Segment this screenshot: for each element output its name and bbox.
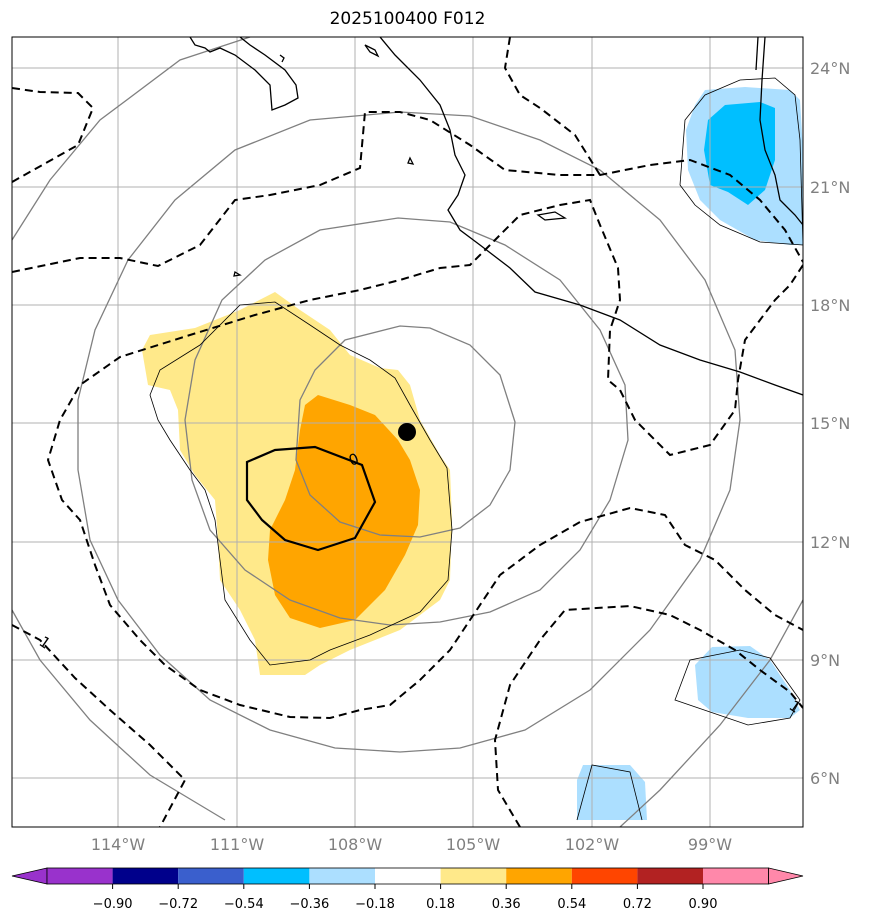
- colorbar-segment: [243, 868, 310, 884]
- graticule: [12, 37, 803, 827]
- lon-label: 108°W: [328, 835, 383, 854]
- colorbar-tick-label: −0.18: [355, 897, 395, 912]
- lon-label: 105°W: [446, 835, 501, 854]
- lat-label: 9°N: [810, 651, 840, 670]
- lon-label: 111°W: [210, 835, 265, 854]
- colorbar-frame: [46, 867, 769, 885]
- lat-label: 21°N: [810, 178, 850, 197]
- colorbar-segment: [506, 868, 572, 884]
- contour-label-west: 1: [36, 633, 54, 653]
- colorbar-segment: [178, 868, 244, 884]
- colorbar-extend-right: [768, 867, 804, 885]
- lat-label: 24°N: [810, 59, 850, 78]
- lon-label: 102°W: [565, 835, 620, 854]
- colorbar-segment: [47, 868, 113, 884]
- colorbar-tick-label: 0.54: [557, 897, 586, 912]
- colorbar-segment: [637, 868, 703, 884]
- map-title: 2025100400 F012: [329, 9, 486, 29]
- lat-label: 15°N: [810, 414, 850, 433]
- colorbar-tick-label: 0.90: [689, 897, 718, 912]
- lat-label: 18°N: [810, 296, 850, 315]
- colorbar-segment: [440, 868, 507, 884]
- positive-anomaly-orange: [268, 395, 420, 628]
- colorbar-extend-left: [11, 867, 48, 885]
- longitude-labels: 114°W 111°W 108°W 105°W 102°W 99°W: [91, 835, 732, 854]
- colorbar-segment: [309, 868, 375, 884]
- colorbar-tick-label: 0.72: [623, 897, 652, 912]
- colorbar-segment: [112, 868, 179, 884]
- colorbar-tick-label: −0.90: [93, 897, 133, 912]
- colorbar-tick-label: 0.18: [426, 897, 455, 912]
- thin-contours: [149, 77, 803, 821]
- shading-layer: [142, 87, 803, 820]
- colorbar-tick-label: −0.72: [158, 897, 198, 912]
- negative-anomaly-light-blue-se: [695, 646, 800, 718]
- colorbar-tick-label: −0.54: [224, 897, 264, 912]
- lat-label: 12°N: [810, 533, 850, 552]
- colorbar-ticks: [112, 884, 704, 889]
- colorbar-segment: [571, 868, 638, 884]
- lon-label: 114°W: [91, 835, 146, 854]
- colorbar-tick-label: −0.36: [289, 897, 329, 912]
- negative-anomaly-deep-blue-ne: [704, 102, 775, 205]
- storm-center-dot: [398, 423, 416, 441]
- solid-contour: [245, 445, 377, 552]
- negative-anomaly-light-blue-s: [577, 765, 647, 820]
- lon-label: 99°W: [688, 835, 732, 854]
- lat-label: 6°N: [810, 769, 840, 788]
- colorbar-tick-label: 0.36: [492, 897, 521, 912]
- coastline: [189, 37, 803, 396]
- range-rings: [12, 37, 803, 827]
- colorbar-segment: [703, 868, 769, 884]
- colorbar-segment: [375, 868, 441, 884]
- map-area: 1 0 1: [12, 37, 803, 827]
- dashed-contours: [12, 37, 803, 827]
- latitude-labels: 24°N 21°N 18°N 15°N 12°N 9°N 6°N: [810, 59, 850, 788]
- map-frame: [11, 36, 804, 828]
- colorbar: −0.90 −0.72 −0.54 −0.36 −0.18 0.18 0.36 …: [11, 867, 804, 912]
